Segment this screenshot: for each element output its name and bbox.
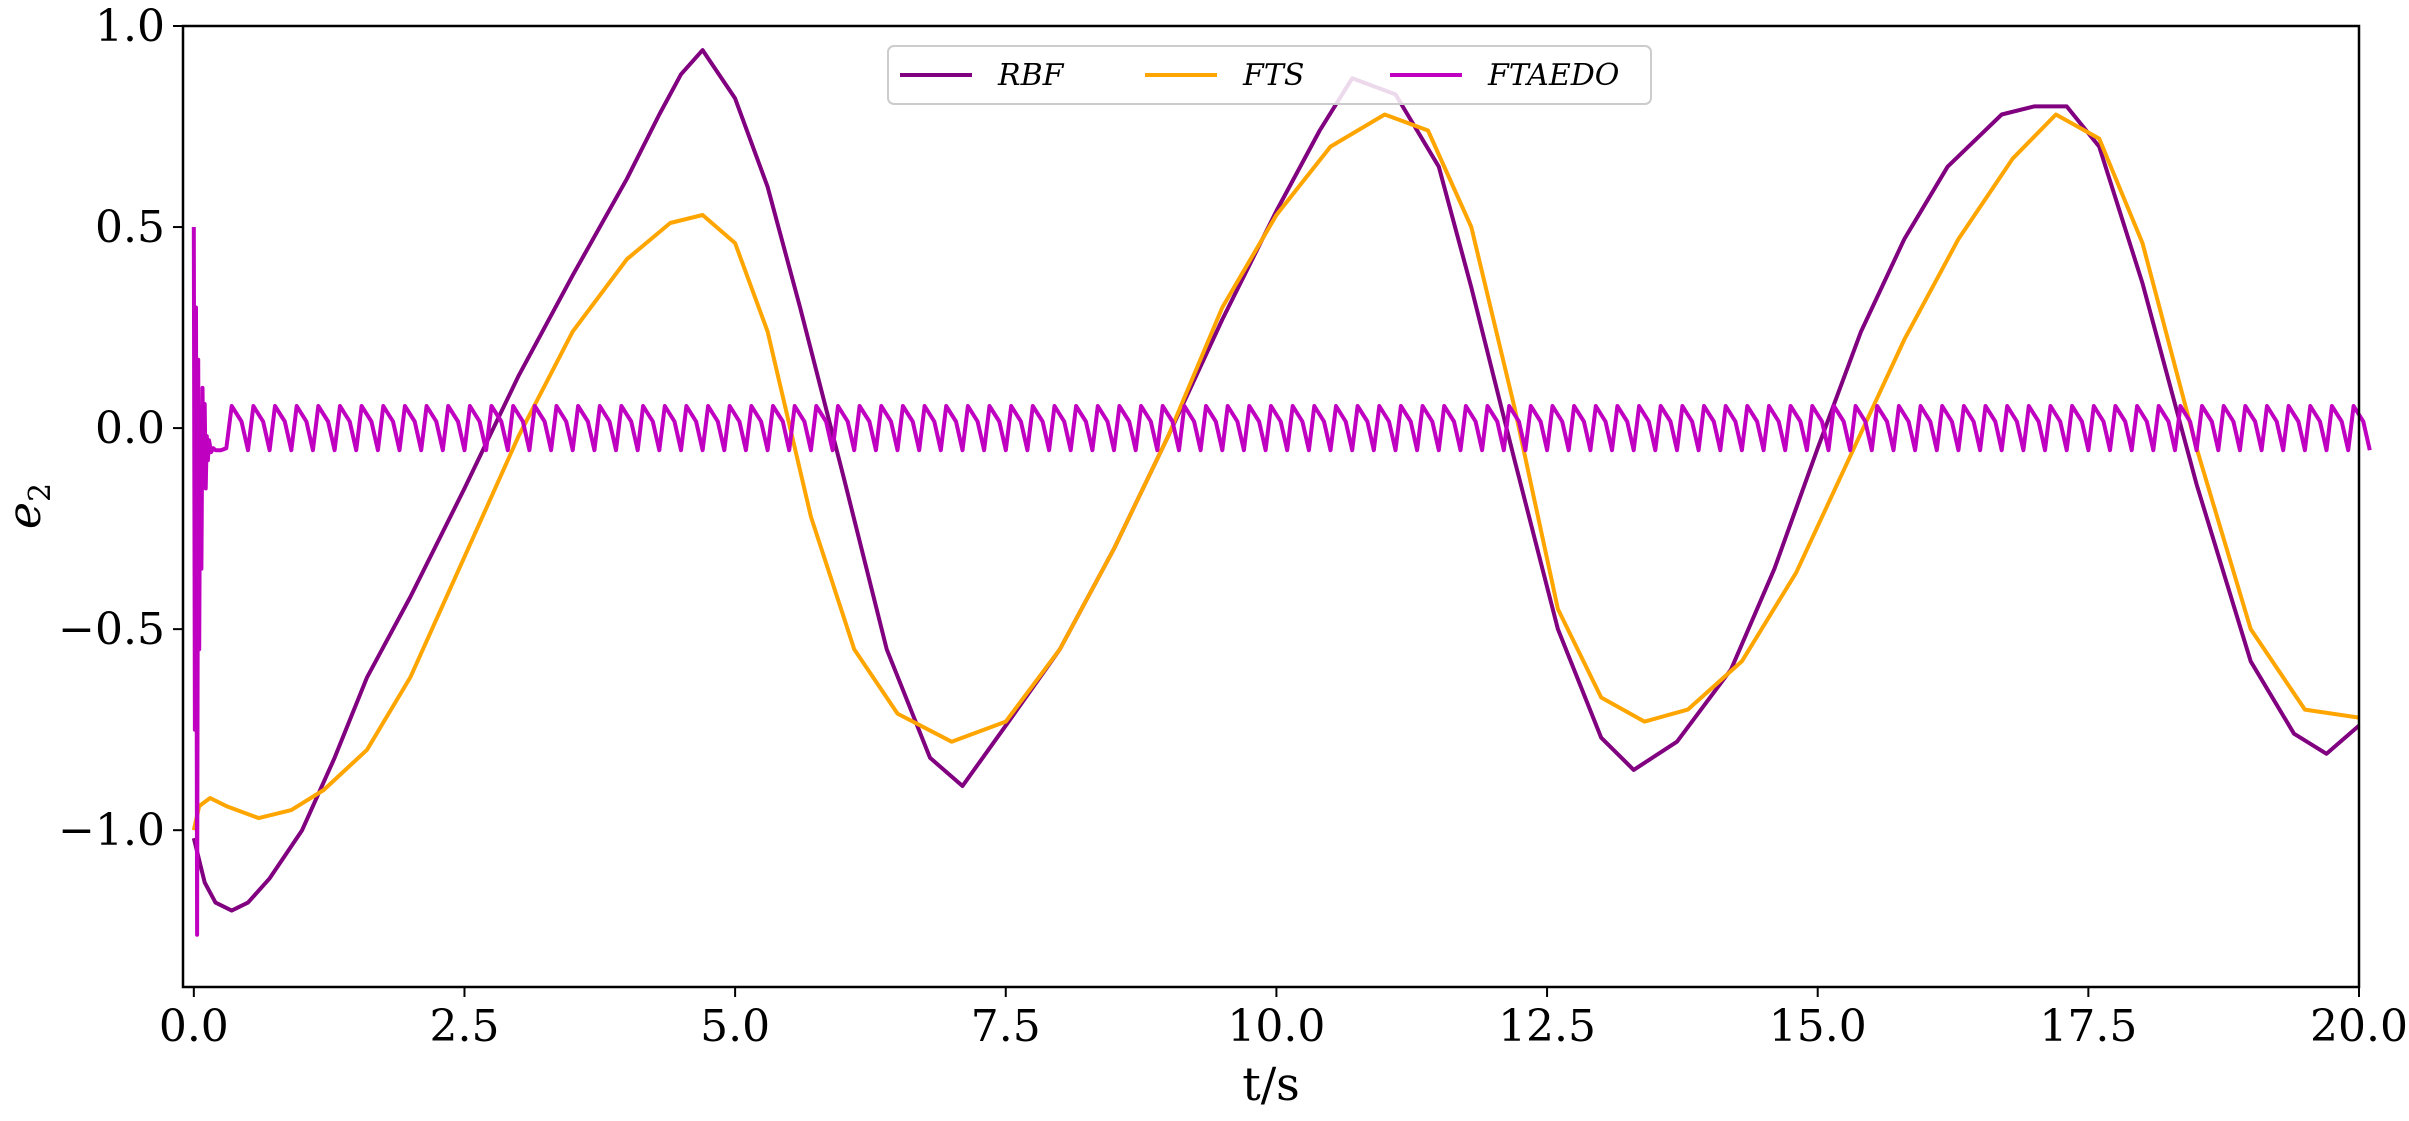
series-ftaedo-line bbox=[191, 226, 2372, 937]
x-tick-label: 17.5 bbox=[2039, 1001, 2137, 1052]
legend-box bbox=[887, 45, 1652, 105]
y-tick-label: −1.0 bbox=[58, 805, 165, 856]
y-axis-label-subscript: 2 bbox=[23, 483, 58, 502]
x-tick-label: 12.5 bbox=[1498, 1001, 1596, 1052]
y-tick-label: −0.5 bbox=[58, 604, 165, 655]
x-axis-label: t/s bbox=[1242, 1057, 1300, 1111]
y-axis-label-base: e bbox=[0, 502, 51, 529]
axes-frame bbox=[181, 24, 2361, 989]
ticks: 0.0 2.5 5.0 7.5 10.0 12.5 15.0 17.5 20.0 1.0 0.5 0.… bbox=[58, 1, 2408, 1052]
y-axis-label: e2 bbox=[0, 483, 58, 529]
y-tick-label: 0.0 bbox=[95, 403, 165, 454]
x-tick-label: 10.0 bbox=[1227, 1001, 1325, 1052]
series-fts-line bbox=[191, 112, 2360, 831]
legend-label-fts: FTS bbox=[1242, 58, 1304, 93]
x-tick-label: 20.0 bbox=[2310, 1001, 2408, 1052]
legend-items: RBF FTS FTAEDO bbox=[900, 58, 1619, 93]
x-tick-label: 7.5 bbox=[971, 1001, 1041, 1052]
legend-label-ftaedo: FTAEDO bbox=[1487, 58, 1619, 93]
x-tick-label: 2.5 bbox=[429, 1001, 499, 1052]
legend: RBF FTS FTAEDO bbox=[887, 45, 1652, 105]
y-tick-label: 1.0 bbox=[95, 1, 165, 52]
legend-label-rbf: RBF bbox=[997, 58, 1065, 93]
x-tick-label: 0.0 bbox=[159, 1001, 229, 1052]
y-tick-label: 0.5 bbox=[95, 202, 165, 253]
x-tick-label: 5.0 bbox=[700, 1001, 770, 1052]
x-tick-label: 15.0 bbox=[1769, 1001, 1867, 1052]
plot-lines bbox=[191, 48, 2372, 937]
series-rbf-line bbox=[191, 48, 2361, 913]
